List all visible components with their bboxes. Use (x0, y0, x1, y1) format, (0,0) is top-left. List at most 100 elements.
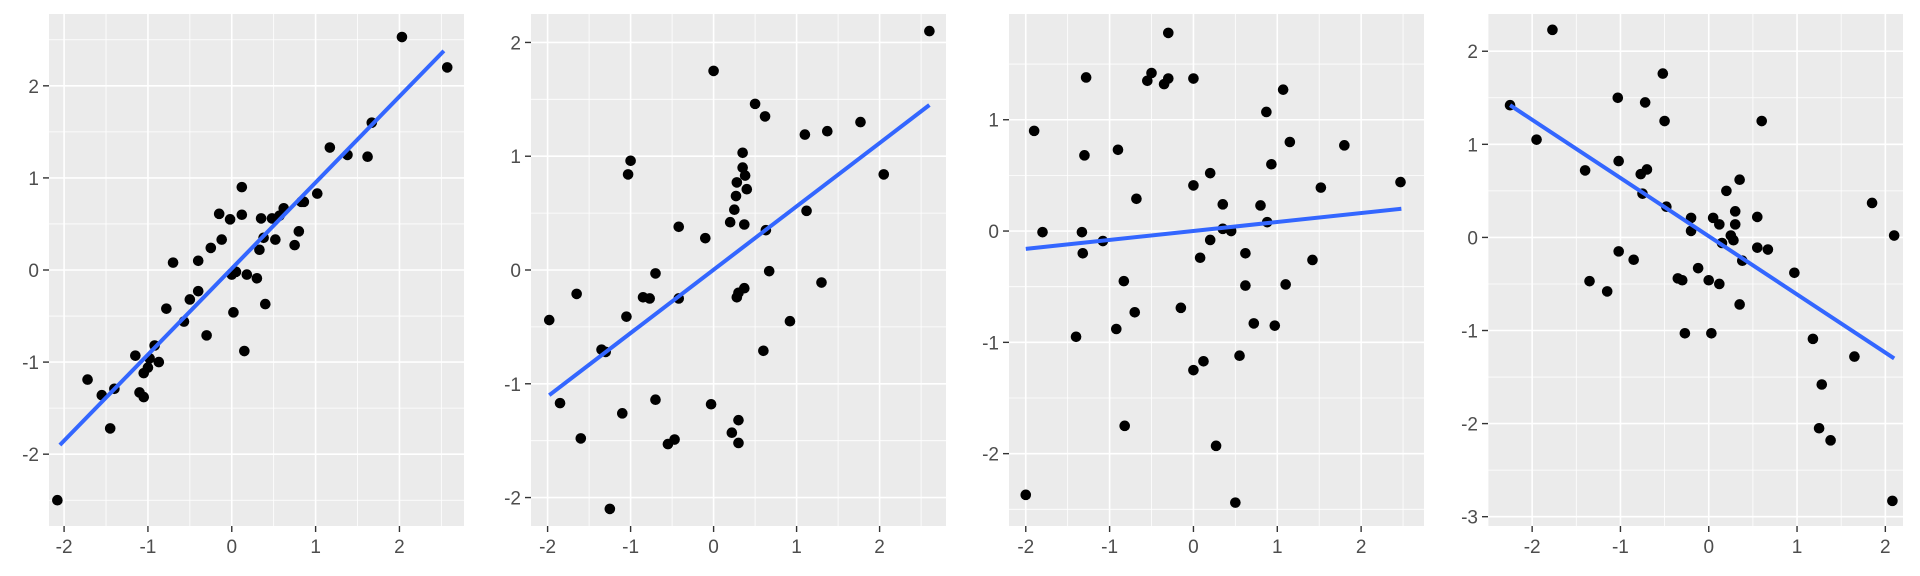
data-point (1639, 97, 1651, 108)
data-point (1210, 440, 1222, 452)
data-point (763, 265, 775, 277)
y-tick-label: -2 (982, 445, 999, 466)
data-point (1789, 267, 1800, 279)
data-point (1395, 176, 1406, 188)
y-tick-label: 0 (510, 261, 521, 282)
data-point (192, 285, 204, 297)
data-point (228, 307, 239, 318)
y-tick-label: 1 (988, 111, 999, 132)
data-point (1816, 379, 1828, 390)
data-point (878, 169, 890, 180)
data-point (1657, 68, 1669, 79)
y-tick-label: 1 (510, 147, 521, 168)
fit-line (1508, 103, 1896, 361)
x-tick-label: 2 (874, 537, 885, 558)
y-tick-label: -1 (1461, 322, 1478, 343)
x-tick-label: -2 (1524, 537, 1541, 558)
fit-line (1025, 206, 1402, 251)
data-point (1266, 158, 1277, 170)
data-point (104, 423, 116, 434)
data-point (1601, 286, 1613, 297)
data-point (604, 503, 616, 515)
data-point (1079, 150, 1090, 161)
data-point (1077, 248, 1089, 259)
data-point (82, 374, 93, 385)
data-point (1280, 279, 1291, 290)
data-point (1676, 274, 1688, 286)
y-tick-label: 2 (510, 33, 521, 54)
x-tick-label: 1 (1272, 537, 1283, 558)
data-point (1714, 278, 1725, 290)
data-point (161, 303, 172, 314)
y-tick-label: -2 (1461, 415, 1478, 436)
data-point (1659, 115, 1670, 127)
data-point (1756, 115, 1768, 127)
x-tick-label: 2 (1880, 537, 1891, 558)
data-point (1888, 230, 1900, 241)
data-point (554, 397, 566, 409)
data-point (1728, 234, 1739, 246)
data-point (1866, 197, 1878, 209)
data-point (52, 494, 63, 506)
y-tick-label: -1 (982, 333, 999, 354)
data-point (739, 170, 751, 181)
data-point (822, 125, 833, 137)
data-point (184, 294, 196, 305)
data-point (543, 314, 555, 326)
data-point (733, 437, 744, 449)
x-tick-label: 0 (1188, 537, 1199, 558)
data-point (1307, 254, 1318, 266)
data-point (239, 345, 250, 357)
data-point (644, 293, 655, 304)
x-tick-label: 0 (226, 537, 237, 558)
data-point (1579, 165, 1591, 176)
data-point (1269, 320, 1281, 331)
x-tick-label: -2 (539, 537, 556, 558)
x-tick-label: 0 (708, 537, 719, 558)
y-tick-label: 2 (1467, 42, 1478, 63)
data-point (571, 288, 582, 300)
data-point (1162, 73, 1174, 84)
x-tick-label: 2 (394, 537, 405, 558)
data-point (1070, 331, 1082, 343)
data-point (1734, 174, 1745, 186)
data-point (1234, 350, 1245, 362)
data-point (650, 394, 661, 406)
x-tick-label: 0 (1703, 537, 1714, 558)
data-point (733, 414, 744, 426)
data-point (441, 62, 453, 73)
fit-line (58, 49, 446, 447)
data-point (1825, 435, 1836, 446)
data-point (1119, 420, 1130, 432)
data-point (1679, 328, 1691, 339)
data-point (1547, 24, 1558, 36)
data-point (1188, 73, 1199, 84)
x-tick-label: -1 (622, 537, 639, 558)
y-tick-label: 0 (28, 261, 39, 282)
data-point (731, 177, 743, 188)
data-point (1188, 364, 1199, 376)
data-point (153, 356, 165, 368)
data-point (759, 111, 771, 122)
data-point (758, 345, 769, 357)
data-point (1729, 219, 1741, 230)
data-point (673, 221, 685, 233)
data-point (1612, 92, 1624, 104)
data-point (1142, 75, 1153, 87)
data-point (1230, 497, 1241, 508)
data-point (1284, 136, 1296, 148)
data-point (236, 209, 248, 221)
data-point (213, 208, 225, 220)
data-point (1729, 206, 1741, 217)
data-point (621, 311, 632, 322)
data-point (625, 155, 636, 167)
data-point (270, 234, 281, 245)
data-point (1762, 244, 1774, 255)
x-tick-label: -2 (1017, 537, 1034, 558)
data-point (1146, 67, 1157, 79)
y-tick-label: -1 (504, 375, 521, 396)
data-point (784, 315, 796, 327)
data-point (396, 31, 408, 43)
data-point (617, 408, 628, 419)
data-point (1584, 275, 1595, 287)
